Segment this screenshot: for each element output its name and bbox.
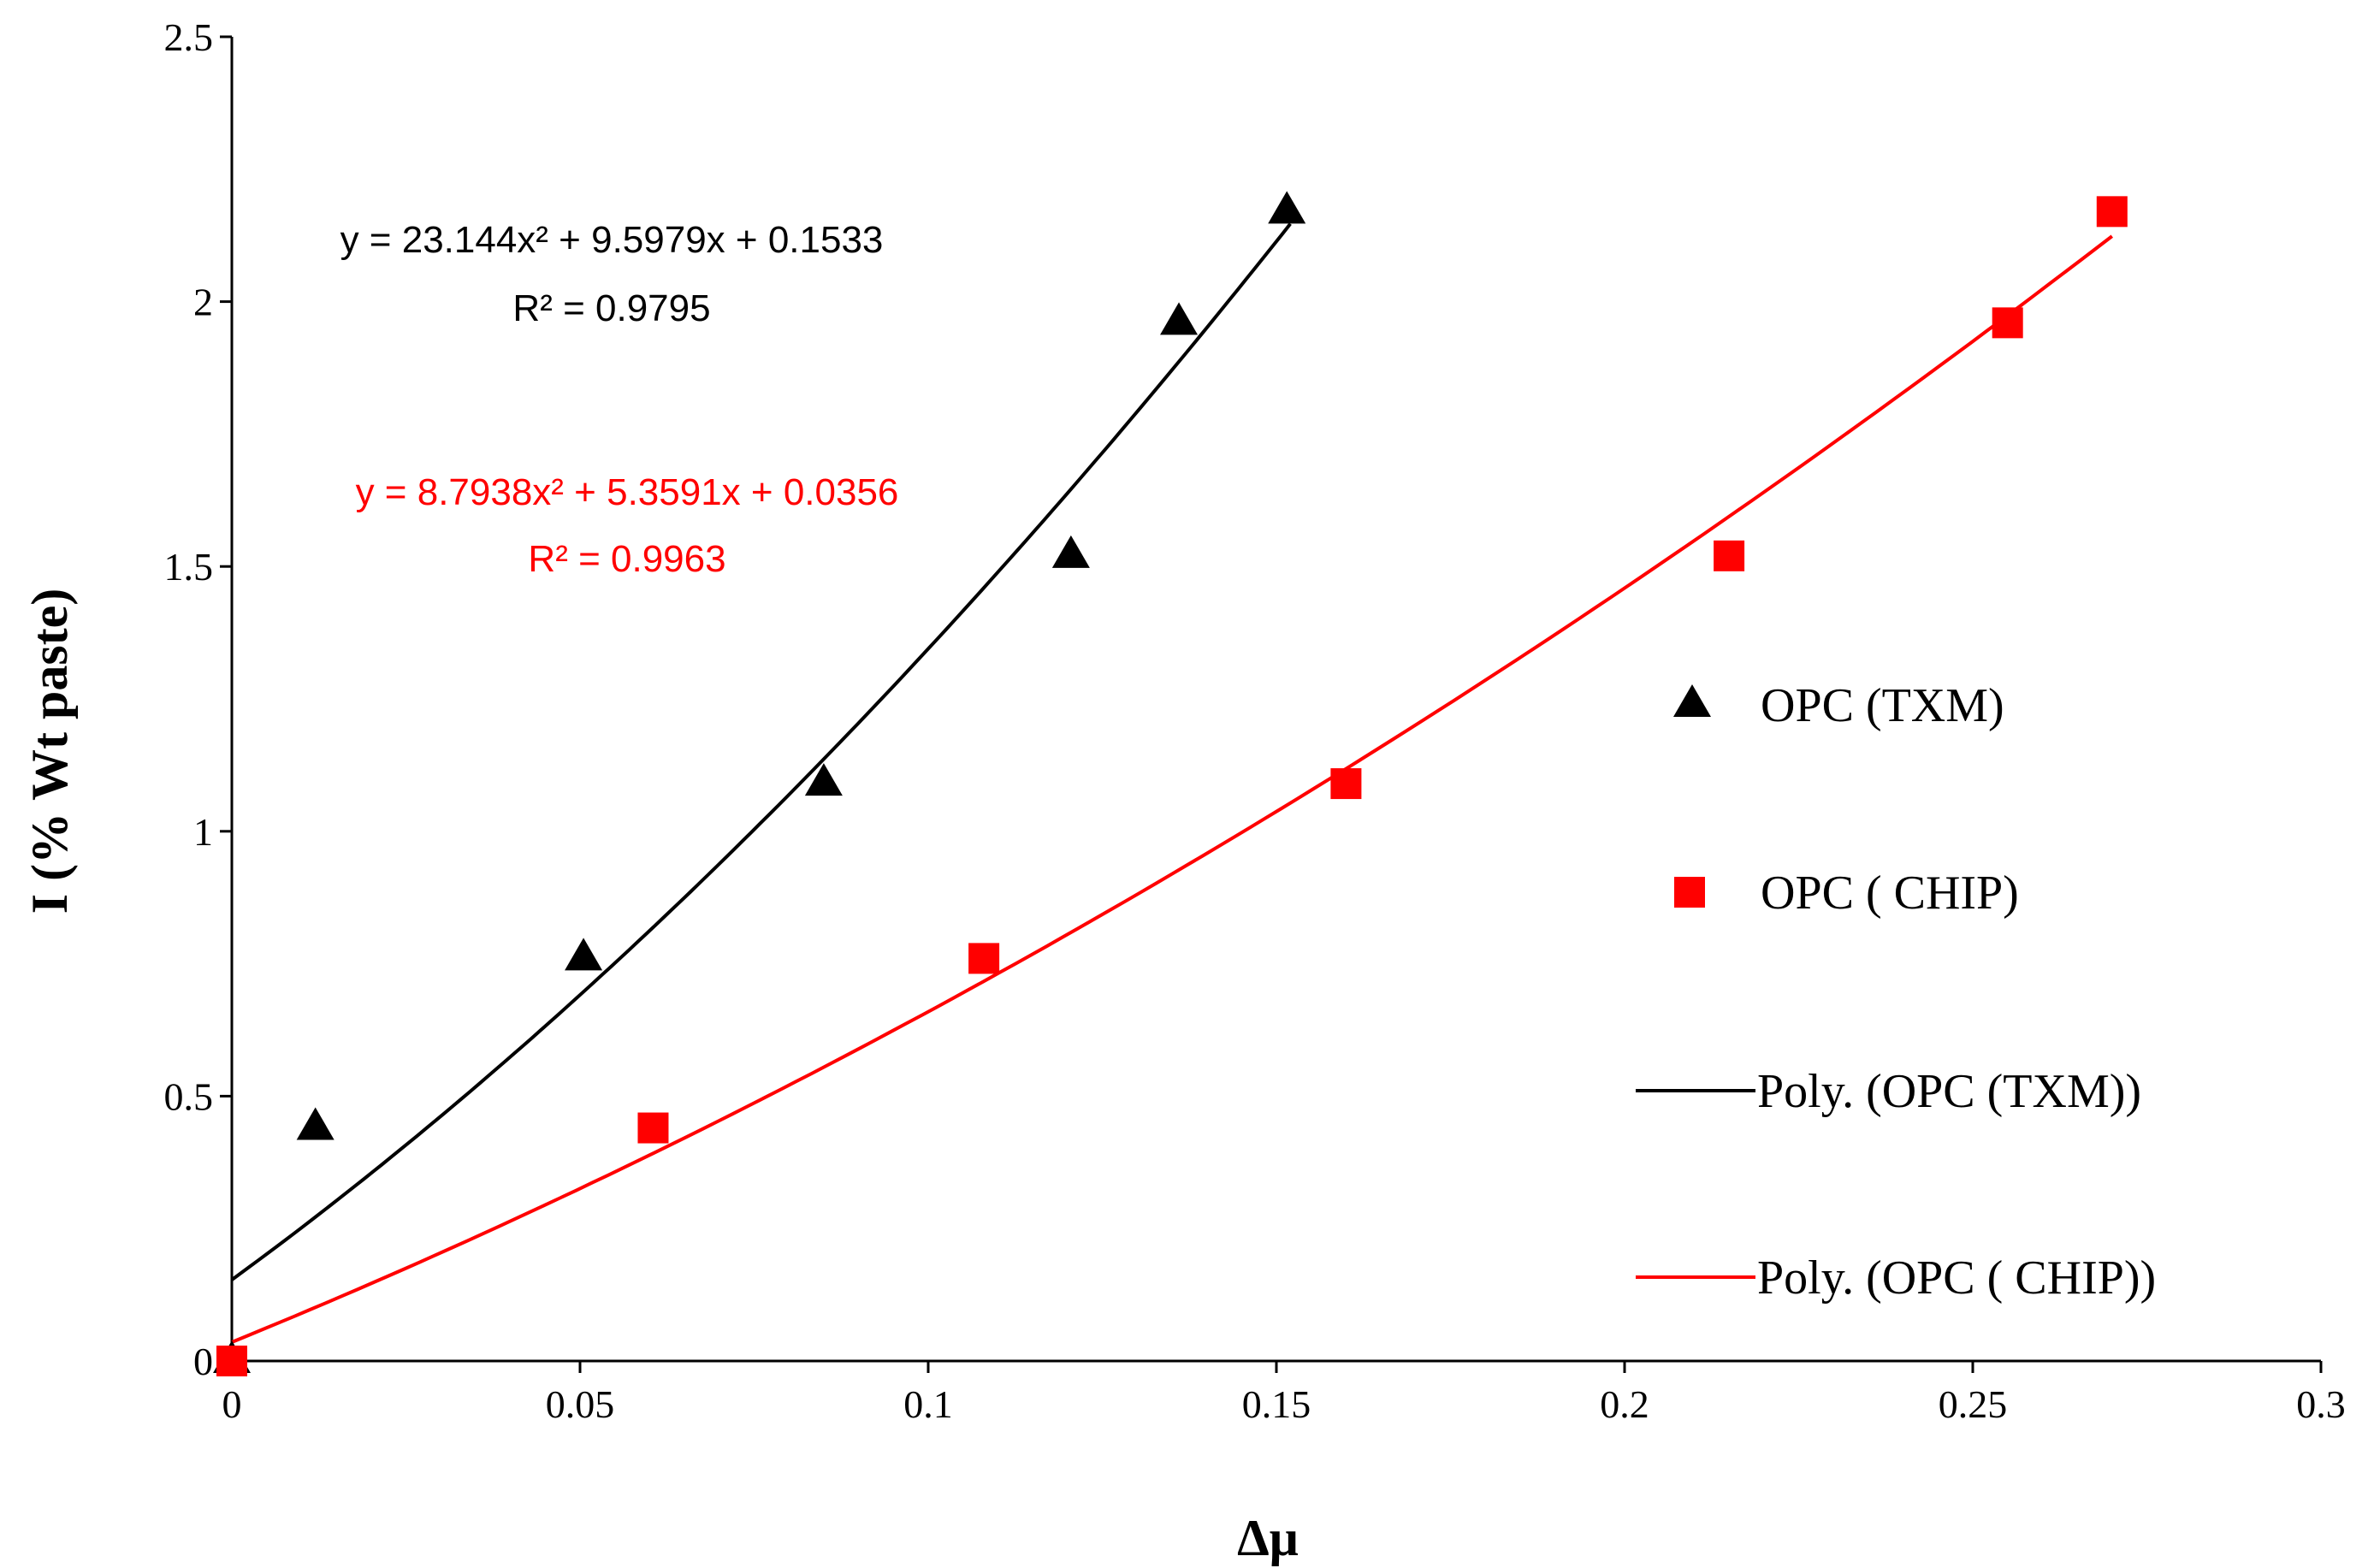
x-tick-label: 0.15 (1242, 1382, 1311, 1426)
x-tick-label: 0.3 (2296, 1382, 2346, 1426)
y-tick-label: 1.5 (164, 545, 214, 589)
chip-point (968, 943, 1000, 974)
x-tick-label: 0 (222, 1382, 242, 1426)
trend-lines (230, 222, 2114, 1344)
chip-point (2096, 196, 2128, 228)
legend-triangle-marker (1673, 684, 1711, 717)
y-tick-label: 2.5 (164, 15, 214, 59)
txm-trendline (230, 222, 1292, 1281)
txm-point (804, 763, 843, 796)
txm-trendline-equation: y = 23.144x² + 9.5979x + 0.1533 (340, 219, 884, 261)
data-points (213, 191, 2128, 1376)
txm-point (1160, 302, 1199, 335)
txm-point (296, 1107, 334, 1140)
y-tick-label: 2 (193, 281, 213, 324)
y-tick-label: 0 (193, 1340, 213, 1383)
legend: OPC (TXM) OPC ( CHIP) Poly. (OPC (TXM)) … (1636, 679, 2156, 1305)
legend-label-poly-chip: Poly. (OPC ( CHIP)) (1757, 1251, 2156, 1305)
chip-trendline-equation: y = 8.7938x² + 5.3591x + 0.0356 (356, 471, 899, 513)
y-axis-title: I (% Wt paste) (21, 589, 78, 914)
x-axis-title: Δμ (1237, 1510, 1299, 1566)
x-tick-label: 0.25 (1939, 1382, 2008, 1426)
y-tick-label: 0.5 (164, 1074, 214, 1118)
legend-label-chip: OPC ( CHIP) (1761, 867, 2019, 920)
x-tick-label: 0.1 (903, 1382, 953, 1426)
txm-point (1051, 535, 1090, 568)
legend-label-poly-txm: Poly. (OPC (TXM)) (1757, 1065, 2141, 1118)
axes: 0 0.05 0.1 0.15 0.2 0.25 0.3 0 0.5 1 1.5 2 2.5 (164, 15, 2346, 1426)
x-tick-label: 0.2 (1600, 1382, 1649, 1426)
y-tick-label: 1 (193, 810, 213, 854)
chip-point (1992, 307, 2023, 339)
legend-square-marker (1674, 877, 1705, 908)
txm-point (565, 938, 603, 971)
chip-point (216, 1346, 247, 1376)
chip-point (1330, 768, 1362, 800)
x-tick-label: 0.05 (546, 1382, 615, 1426)
chip-point (1714, 540, 1745, 571)
chip-trendline-r2: R² = 0.9963 (528, 538, 725, 580)
chip-point (637, 1112, 669, 1144)
txm-trendline-r2: R² = 0.9795 (512, 287, 710, 329)
legend-label-txm: OPC (TXM) (1761, 679, 2004, 732)
chip-trendline (231, 234, 2114, 1344)
txm-point (1268, 191, 1306, 224)
